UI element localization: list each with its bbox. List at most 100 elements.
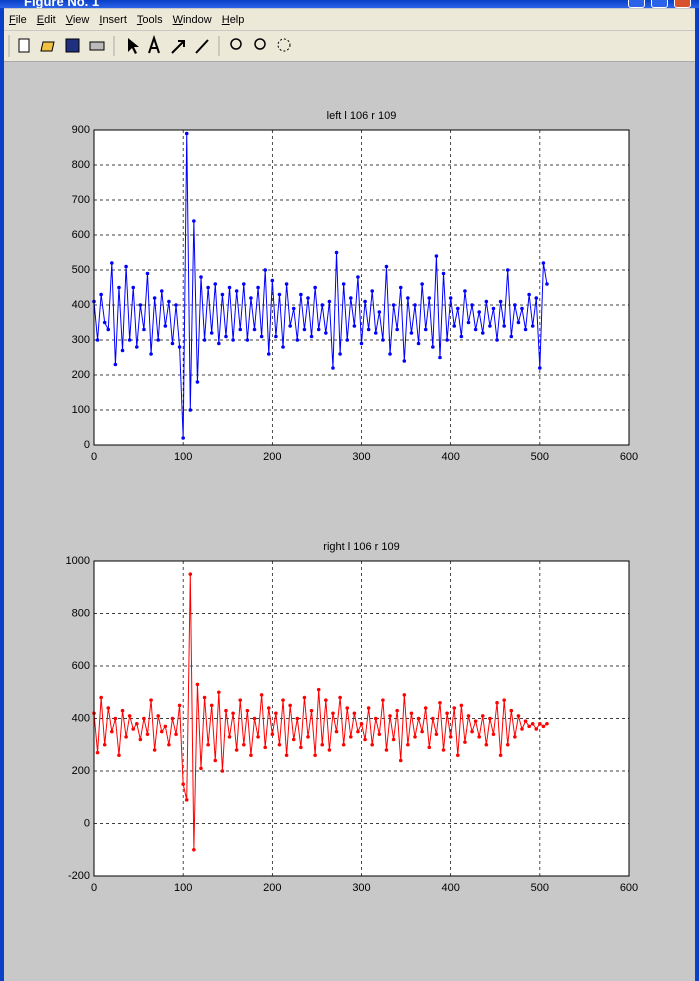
print-icon[interactable] [89, 41, 105, 51]
data-point [256, 735, 260, 739]
data-point [135, 345, 139, 349]
data-point [509, 708, 514, 713]
menu-item[interactable]: Help [221, 14, 245, 26]
zoom-out-icon[interactable] [254, 38, 266, 50]
data-point [274, 334, 278, 339]
data-point [167, 299, 171, 304]
data-point [181, 782, 185, 786]
data-point [366, 706, 371, 710]
data-point [495, 700, 499, 705]
y-tick-label: 800 [72, 159, 90, 171]
data-point [224, 334, 228, 339]
data-point [263, 745, 268, 750]
data-point [356, 729, 360, 734]
data-point [266, 352, 271, 356]
data-point [334, 250, 339, 255]
zoom-in-icon[interactable] [230, 38, 242, 50]
y-tick-label: 600 [72, 660, 90, 672]
data-point [245, 708, 250, 713]
data-point [202, 338, 207, 342]
data-point [391, 303, 396, 307]
data-point [363, 299, 367, 304]
data-point [177, 703, 182, 708]
chart-title: right l 106 r 109 [323, 541, 399, 553]
x-tick-label: 400 [441, 451, 459, 463]
save-icon[interactable] [65, 38, 80, 53]
y-tick-label: -200 [68, 870, 90, 882]
data-point [156, 338, 160, 342]
window-title: Figure No. 1 [24, 0, 100, 8]
y-tick-label: 400 [72, 299, 90, 311]
data-point [152, 748, 157, 752]
data-point [545, 721, 549, 726]
data-point [359, 341, 364, 346]
data-point [381, 698, 385, 702]
close-button[interactable] [674, 0, 691, 8]
minimize-button[interactable] [628, 0, 645, 8]
data-point [120, 348, 125, 353]
menu-item[interactable]: View [65, 14, 90, 26]
data-point [541, 724, 546, 729]
new-icon[interactable] [18, 38, 30, 53]
data-point [142, 327, 146, 332]
data-point [149, 698, 153, 702]
arrow-icon[interactable] [171, 40, 185, 54]
data-point [220, 292, 225, 297]
data-point [213, 758, 218, 763]
menu-item[interactable]: Edit [36, 14, 56, 26]
data-point [463, 289, 467, 293]
data-point [384, 748, 389, 752]
data-point [316, 327, 321, 332]
y-tick-label: 600 [72, 229, 90, 241]
data-point [156, 714, 160, 718]
data-point [106, 706, 111, 710]
data-point [138, 303, 143, 307]
data-point [131, 727, 136, 731]
text-icon[interactable] [148, 34, 160, 54]
x-tick-label: 500 [531, 451, 549, 463]
x-tick-label: 400 [441, 882, 459, 894]
data-point [527, 292, 531, 297]
data-point [366, 327, 371, 332]
rotate-icon[interactable] [277, 38, 291, 52]
data-point [495, 338, 499, 342]
data-point [259, 693, 264, 697]
data-point [431, 345, 435, 349]
data-point [217, 690, 221, 695]
x-tick-label: 300 [352, 451, 370, 463]
data-point [381, 338, 385, 342]
data-point [195, 380, 200, 384]
line-icon[interactable] [195, 39, 209, 54]
menu-item[interactable]: File [9, 14, 27, 26]
maximize-button[interactable] [651, 0, 668, 8]
data-point [516, 714, 521, 718]
data-point [177, 345, 182, 349]
data-point [345, 338, 350, 342]
data-line [93, 574, 548, 850]
x-tick-label: 300 [352, 882, 370, 894]
data-point [363, 737, 367, 742]
data-point [331, 711, 335, 716]
data-point [299, 745, 303, 750]
data-point [470, 729, 474, 734]
data-point [402, 693, 407, 697]
data-point [302, 695, 307, 700]
menu-item[interactable]: Tools [136, 14, 163, 26]
select-icon[interactable] [128, 38, 139, 54]
data-point [299, 292, 303, 297]
data-point [249, 753, 253, 758]
y-tick-label: 900 [72, 124, 90, 136]
axes-box [93, 129, 630, 446]
data-point [306, 735, 310, 739]
data-point [349, 735, 353, 739]
menu-item[interactable]: Window [172, 14, 212, 26]
figure-canvas: left l 106 r 109 0 100 200 300 400 500 600 700 80… [66, 110, 639, 894]
data-point [163, 724, 168, 729]
open-icon[interactable] [40, 41, 55, 52]
menu-item[interactable]: Insert [99, 14, 127, 26]
data-point [291, 306, 296, 311]
data-point [438, 355, 442, 360]
data-point [505, 742, 510, 747]
data-point [227, 735, 232, 739]
data-point [391, 737, 396, 742]
